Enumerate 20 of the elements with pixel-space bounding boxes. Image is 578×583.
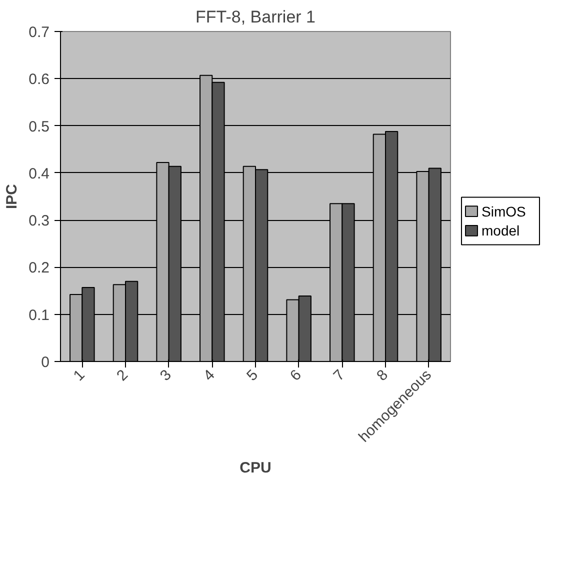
x-tick-label: 4 [200, 366, 218, 384]
y-tick-label: 0 [41, 354, 50, 371]
x-tick-label: 7 [330, 366, 348, 384]
y-tick-label: 0.6 [28, 71, 50, 88]
legend-label: model [482, 222, 520, 239]
y-tick-label: 0.4 [28, 165, 50, 182]
x-tick-label: 6 [286, 366, 305, 384]
y-tick-label: 0.3 [28, 212, 50, 230]
y-axis-title: IPC [4, 184, 21, 209]
x-tick-label: 5 [244, 366, 262, 384]
x-tick-label: 2 [114, 366, 132, 384]
legend-label: SimOS [482, 203, 526, 220]
y-tick-label: 0.7 [28, 24, 50, 41]
chart-title: FFT-8, Barrier 1 [196, 8, 316, 26]
x-tick-label: 3 [156, 366, 175, 384]
x-tick-label: 1 [70, 366, 88, 384]
x-axis-title: CPU [240, 460, 272, 477]
y-tick-label: 0.2 [28, 260, 50, 277]
y-tick-label: 0.1 [28, 306, 50, 324]
y-tick-label: 0.5 [28, 118, 50, 136]
